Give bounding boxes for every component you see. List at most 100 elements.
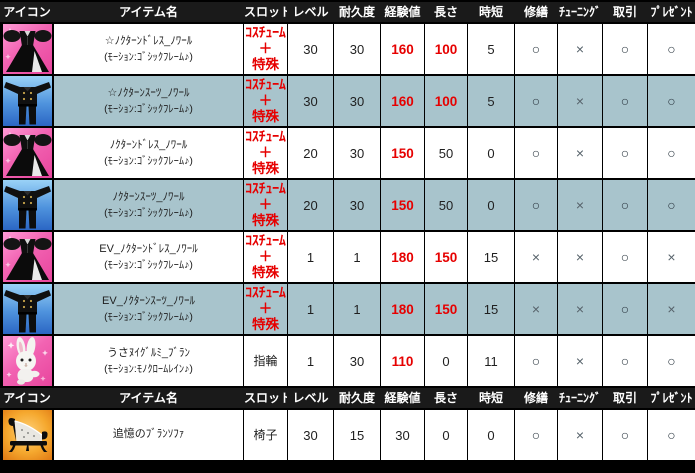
cell-durability: 30 xyxy=(333,74,381,128)
cell-durability-value: 30 xyxy=(349,353,365,369)
cell-trade-value: ○ xyxy=(620,249,630,265)
item-row: うさﾇｲｸﾞﾙﾐ_ﾌﾞﾗﾝ (ﾓｰｼｮﾝ:ﾓﾉｸﾛｰﾑﾚｲﾝ♪) 指輪 1 30 110 0… xyxy=(0,334,695,388)
cell-exp-value: 160 xyxy=(391,41,414,57)
dress-item-icon xyxy=(2,233,52,281)
cell-repair: × xyxy=(514,282,558,336)
cell-item-name: EV_ﾉｸﾀｰﾝﾄﾞﾚｽ_ﾉﾜｰﾙ (ﾓｰｼｮﾝ:ｺﾞｼｯｸﾌﾚｰﾑ♪) xyxy=(53,230,244,284)
cell-slot: ｺｽﾁｭｰﾑ ＋ 特殊 xyxy=(243,282,288,336)
cell-durability: 1 xyxy=(333,282,381,336)
column-header: アイテム名 xyxy=(53,386,244,410)
cell-trade-value: ○ xyxy=(620,197,630,213)
item-motion: (ﾓｰｼｮﾝ:ｺﾞｼｯｸﾌﾚｰﾑ♪) xyxy=(104,310,193,323)
cell-present-value: ○ xyxy=(667,197,676,213)
cell-exp-value: 150 xyxy=(391,145,414,161)
cell-durability-value: 1 xyxy=(353,301,361,317)
column-header: 取引 xyxy=(602,386,648,410)
cell-slot: ｺｽﾁｭｰﾑ ＋ 特殊 xyxy=(243,230,288,284)
dress-item-icon xyxy=(2,129,52,177)
column-header: 長さ xyxy=(424,0,468,24)
cell-tuning-value: × xyxy=(575,41,585,57)
cell-time-reduction: 11 xyxy=(467,334,515,388)
cell-present-value: ○ xyxy=(667,145,676,161)
cell-slot: ｺｽﾁｭｰﾑ ＋ 特殊 xyxy=(243,74,288,128)
cell-trade-value: ○ xyxy=(620,353,630,369)
item-name: EV_ﾉｸﾀｰﾝﾄﾞﾚｽ_ﾉﾜｰﾙ xyxy=(99,242,198,255)
column-header: ﾁｭｰﾆﾝｸﾞ xyxy=(557,386,603,410)
cell-length-value: 50 xyxy=(438,197,454,213)
cell-exp: 150 xyxy=(380,178,425,232)
cell-icon xyxy=(0,282,54,336)
cell-time-reduction-value: 0 xyxy=(487,145,495,161)
column-header: 時短 xyxy=(467,0,515,24)
column-header: 修繕 xyxy=(514,386,558,410)
cell-level: 30 xyxy=(287,22,334,76)
cell-present-value: ○ xyxy=(667,353,676,369)
cell-durability: 30 xyxy=(333,126,381,180)
column-header: 経験値 xyxy=(380,0,425,24)
item-motion: (ﾓｰｼｮﾝ:ｺﾞｼｯｸﾌﾚｰﾑ♪) xyxy=(104,102,193,115)
cell-item-name: 追憶のﾌﾞﾗﾝｿﾌｧ xyxy=(53,408,244,462)
cell-time-reduction-value: 15 xyxy=(483,249,499,265)
column-header: レベル xyxy=(287,0,334,24)
cell-time-reduction: 15 xyxy=(467,282,515,336)
cell-repair: ○ xyxy=(514,74,558,128)
cell-slot-value: ｺｽﾁｭｰﾑ ＋ 特殊 xyxy=(245,232,286,281)
cell-time-reduction: 5 xyxy=(467,74,515,128)
cell-level: 1 xyxy=(287,334,334,388)
column-header: 修繕 xyxy=(514,0,558,24)
cell-durability: 30 xyxy=(333,178,381,232)
cell-tuning-value: × xyxy=(575,197,585,213)
cell-item-name: ☆ﾉｸﾀｰﾝｽｰﾂ_ﾉﾜｰﾙ (ﾓｰｼｮﾝ:ｺﾞｼｯｸﾌﾚｰﾑ♪) xyxy=(53,74,244,128)
cell-level: 30 xyxy=(287,74,334,128)
cell-item-name: うさﾇｲｸﾞﾙﾐ_ﾌﾞﾗﾝ (ﾓｰｼｮﾝ:ﾓﾉｸﾛｰﾑﾚｲﾝ♪) xyxy=(53,334,244,388)
item-table-body: アイコン アイテム名 スロット レベル 耐久度 経験値 長さ 時短 修繕 ﾁｭｰﾆﾝｸﾞ 取引 ﾌﾟﾚ… xyxy=(0,0,695,462)
header-row: アイコン アイテム名 スロット レベル 耐久度 経験値 長さ 時短 修繕 ﾁｭｰﾆﾝｸﾞ 取引 ﾌﾟﾚ… xyxy=(0,386,695,410)
cell-exp: 30 xyxy=(380,408,425,462)
cell-item-name: ﾉｸﾀｰﾝｽｰﾂ_ﾉﾜｰﾙ (ﾓｰｼｮﾝ:ｺﾞｼｯｸﾌﾚｰﾑ♪) xyxy=(53,178,244,232)
cell-item-name: ☆ﾉｸﾀｰﾝﾄﾞﾚｽ_ﾉﾜｰﾙ (ﾓｰｼｮﾝ:ｺﾞｼｯｸﾌﾚｰﾑ♪) xyxy=(53,22,244,76)
cell-level: 1 xyxy=(287,282,334,336)
item-motion: (ﾓｰｼｮﾝ:ｺﾞｼｯｸﾌﾚｰﾑ♪) xyxy=(104,258,193,271)
cell-slot: 椅子 xyxy=(243,408,288,462)
cell-tuning: × xyxy=(557,334,603,388)
cell-exp: 150 xyxy=(380,126,425,180)
item-motion: (ﾓｰｼｮﾝ:ｺﾞｼｯｸﾌﾚｰﾑ♪) xyxy=(104,50,193,63)
cell-present: ○ xyxy=(647,74,695,128)
cell-trade: ○ xyxy=(602,126,648,180)
cell-length: 0 xyxy=(424,334,468,388)
cell-tuning-value: × xyxy=(575,427,585,443)
cell-level: 30 xyxy=(287,408,334,462)
cell-durability-value: 15 xyxy=(349,427,365,443)
cell-exp-value: 160 xyxy=(391,93,414,109)
cell-time-reduction: 15 xyxy=(467,230,515,284)
column-header: アイコン xyxy=(0,386,54,410)
cell-time-reduction-value: 5 xyxy=(487,41,495,57)
cell-exp-value: 30 xyxy=(395,427,410,443)
column-header: ﾁｭｰﾆﾝｸﾞ xyxy=(557,0,603,24)
cell-durability: 30 xyxy=(333,334,381,388)
cell-trade-value: ○ xyxy=(620,301,630,317)
item-row: EV_ﾉｸﾀｰﾝﾄﾞﾚｽ_ﾉﾜｰﾙ (ﾓｰｼｮﾝ:ｺﾞｼｯｸﾌﾚｰﾑ♪) ｺｽﾁｭｰ… xyxy=(0,230,695,284)
cell-trade-value: ○ xyxy=(620,145,630,161)
cell-slot: ｺｽﾁｭｰﾑ ＋ 特殊 xyxy=(243,178,288,232)
cell-time-reduction: 5 xyxy=(467,22,515,76)
cell-tuning-value: × xyxy=(575,145,585,161)
item-row: ☆ﾉｸﾀｰﾝﾄﾞﾚｽ_ﾉﾜｰﾙ (ﾓｰｼｮﾝ:ｺﾞｼｯｸﾌﾚｰﾑ♪) ｺｽﾁｭｰﾑ … xyxy=(0,22,695,76)
cell-exp: 110 xyxy=(380,334,425,388)
cell-slot-value: ｺｽﾁｭｰﾑ ＋ 特殊 xyxy=(245,180,286,229)
cell-repair-value: ○ xyxy=(531,427,541,443)
item-motion: (ﾓｰｼｮﾝ:ｺﾞｼｯｸﾌﾚｰﾑ♪) xyxy=(104,154,193,167)
cell-repair-value: ○ xyxy=(531,41,541,57)
cell-present-value: ○ xyxy=(667,41,676,57)
column-header: 長さ xyxy=(424,386,468,410)
cell-icon xyxy=(0,22,54,76)
cell-length-value: 0 xyxy=(442,427,450,443)
item-motion: (ﾓｰｼｮﾝ:ｺﾞｼｯｸﾌﾚｰﾑ♪) xyxy=(104,206,193,219)
cell-level-value: 1 xyxy=(306,301,315,317)
cell-tuning: × xyxy=(557,74,603,128)
cell-slot: 指輪 xyxy=(243,334,288,388)
item-row: ☆ﾉｸﾀｰﾝｽｰﾂ_ﾉﾜｰﾙ (ﾓｰｼｮﾝ:ｺﾞｼｯｸﾌﾚｰﾑ♪) ｺｽﾁｭｰﾑ ＋… xyxy=(0,74,695,128)
cell-level-value: 20 xyxy=(303,145,318,161)
cell-durability-value: 1 xyxy=(353,249,361,265)
